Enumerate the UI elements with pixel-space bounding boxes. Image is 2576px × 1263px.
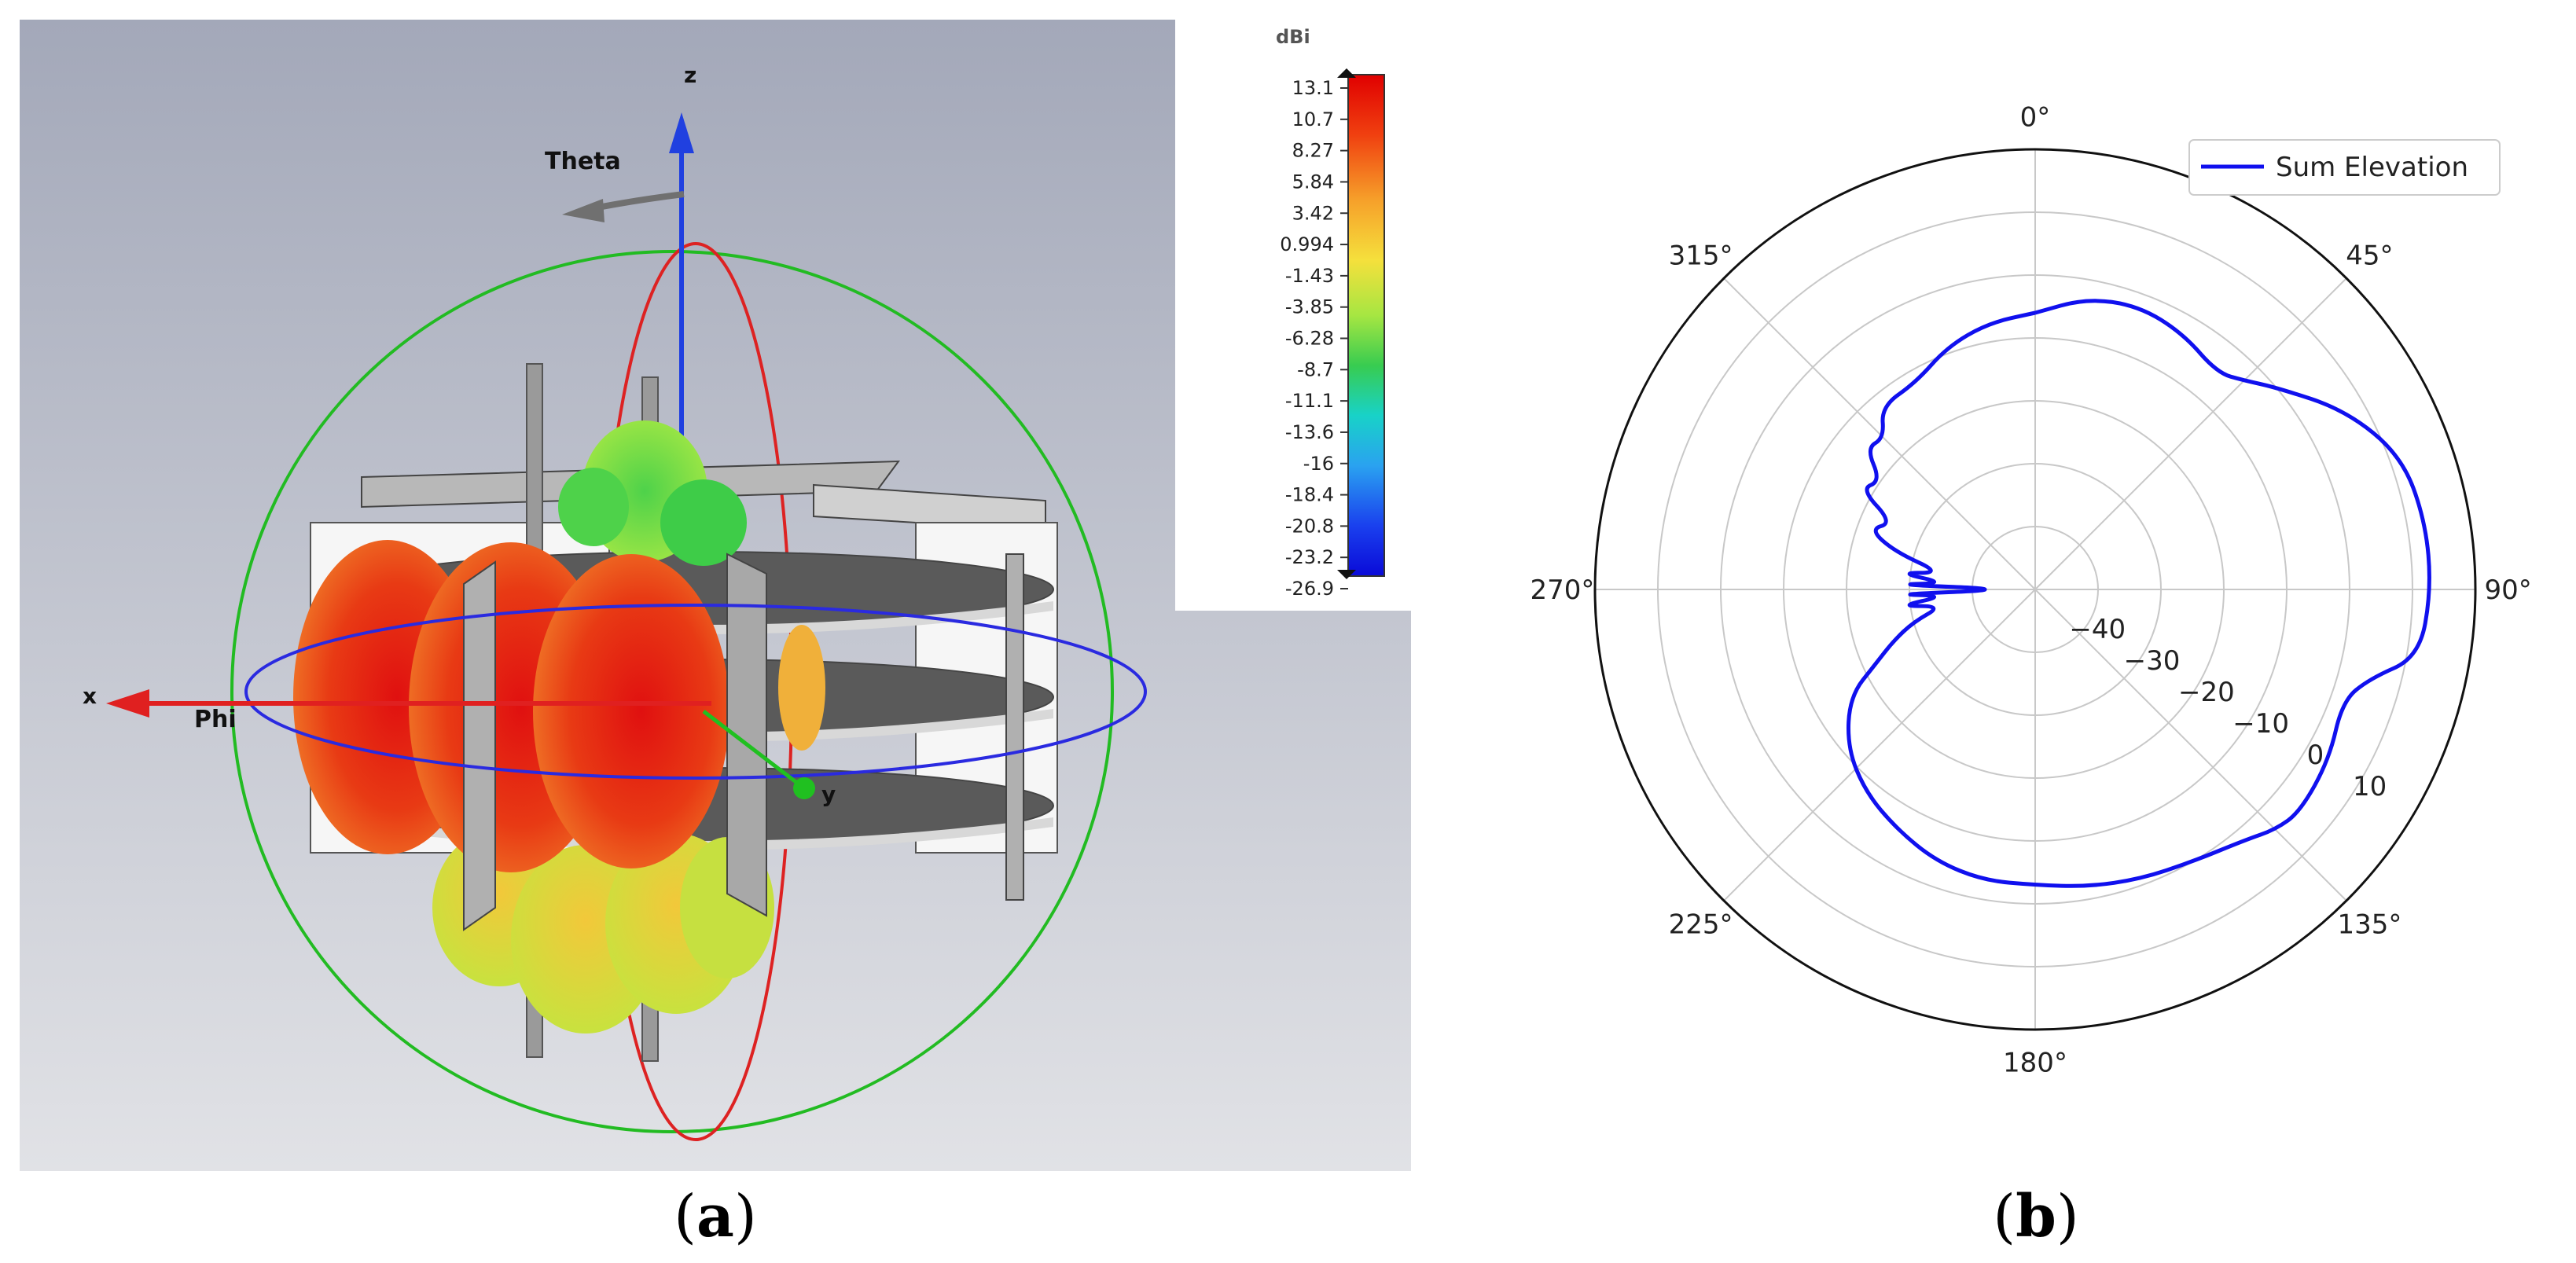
- colorbar-tick-label: 5.84: [1292, 171, 1334, 193]
- colorbar-tick-label: -1.43: [1285, 265, 1334, 287]
- caption-b: (b): [1993, 1183, 2079, 1250]
- main-red-lobes: [293, 540, 825, 872]
- angular-gridline: [2034, 277, 2347, 590]
- colorbar: dBi 13.1 10.7 8.27 5.84 3.42 0.994 -1.43 -3.85 -…: [1175, 20, 1411, 611]
- colorbar-tick-label: 10.7: [1292, 108, 1334, 130]
- x-axis-arrowhead: [106, 689, 149, 718]
- radial-tick-label: 10: [2353, 771, 2387, 802]
- colorbar-tick-label: -8.7: [1297, 358, 1334, 380]
- lower-yellow-lobes: [432, 829, 774, 1034]
- colorbar-top-arrow: [1337, 68, 1356, 78]
- radial-tick-label: −10: [2232, 708, 2289, 740]
- angle-tick-label: 90°: [2484, 575, 2531, 606]
- colorbar-tick-label: -16: [1303, 453, 1334, 475]
- angle-tick-label: 225°: [1669, 909, 1733, 940]
- series-line-sum-elevation: [1846, 299, 2431, 888]
- panel-b-polar-plot: 0° 45° 90° 135° 180° 225° 270° 315° −40−30−20−10…: [1530, 101, 2531, 1078]
- z-axis-label: z: [684, 62, 696, 88]
- legend-label-sum-elevation: Sum Elevation: [2276, 152, 2468, 183]
- colorbar-tick-label: 3.42: [1292, 202, 1334, 224]
- radial-tick-label: −20: [2178, 677, 2235, 708]
- colorbar-gradient: [1347, 74, 1385, 577]
- z-axis-arrowhead: [669, 112, 694, 153]
- radial-tick-label: −30: [2124, 645, 2181, 677]
- colorbar-tick-label: -3.85: [1285, 296, 1334, 318]
- angular-gridline: [1723, 589, 2036, 901]
- colorbar-tick-label: -23.2: [1285, 546, 1334, 568]
- polar-labels: 0° 45° 90° 135° 180° 225° 270° 315° −40−30−20−10…: [1530, 101, 2531, 1078]
- x-axis-label: x: [83, 683, 97, 709]
- caption-a-label: a: [696, 1183, 734, 1250]
- angle-tick-label: 45°: [2346, 240, 2393, 272]
- angular-gridline: [2034, 589, 2347, 901]
- angular-gridline: [1723, 277, 2036, 590]
- theta-label: Theta: [545, 148, 621, 175]
- colorbar-tick-label: 0.994: [1280, 233, 1334, 255]
- radial-tick-label: −40: [2069, 614, 2126, 645]
- radial-tick-label: 0: [2307, 740, 2324, 771]
- legend: Sum Elevation: [2188, 139, 2501, 196]
- panel-a-3d-pattern: dBi 13.1 10.7 8.27 5.84 3.42 0.994 -1.43 -3.85 -…: [20, 20, 1411, 1171]
- y-axis-line: [702, 710, 806, 790]
- theta-arrowhead: [562, 199, 604, 222]
- polar-series: [1846, 299, 2431, 888]
- legend-box: [2188, 139, 2501, 196]
- colorbar-tick-label: -11.1: [1285, 390, 1334, 412]
- phi-label: Phi: [194, 706, 237, 733]
- caption-a: (a): [674, 1183, 757, 1250]
- y-axis-label: y: [821, 781, 836, 807]
- colorbar-tick-label: 8.27: [1292, 140, 1334, 162]
- angle-tick-label: 180°: [2003, 1048, 2067, 1079]
- polar-frame: [1593, 148, 2477, 1031]
- angle-tick-label: 0°: [2020, 101, 2051, 133]
- angle-tick-label: 315°: [1669, 240, 1733, 272]
- colorbar-tick-label: -13.6: [1285, 421, 1334, 443]
- colorbar-tick-label: 13.1: [1292, 77, 1334, 99]
- caption-b-label: b: [2016, 1183, 2056, 1250]
- colorbar-unit: dBi: [1276, 26, 1310, 48]
- polar-grid: [1593, 148, 2477, 1031]
- y-axis-marker: [793, 777, 815, 799]
- colorbar-tick-label: -20.8: [1285, 515, 1334, 537]
- colorbar-tick-label: -18.4: [1285, 484, 1334, 506]
- angle-tick-label: 270°: [1530, 575, 1594, 606]
- colorbar-tick-label: -26.9: [1285, 578, 1334, 600]
- phi-green-ring: [230, 250, 1114, 1133]
- phi-blue-ring: [244, 604, 1147, 780]
- colorbar-tick-label: -6.28: [1285, 328, 1334, 350]
- colorbar-bottom-arrow: [1337, 570, 1356, 579]
- angle-tick-label: 135°: [2337, 909, 2401, 940]
- antenna-structure-front: [463, 553, 1024, 931]
- upper-green-lobes: [558, 420, 747, 566]
